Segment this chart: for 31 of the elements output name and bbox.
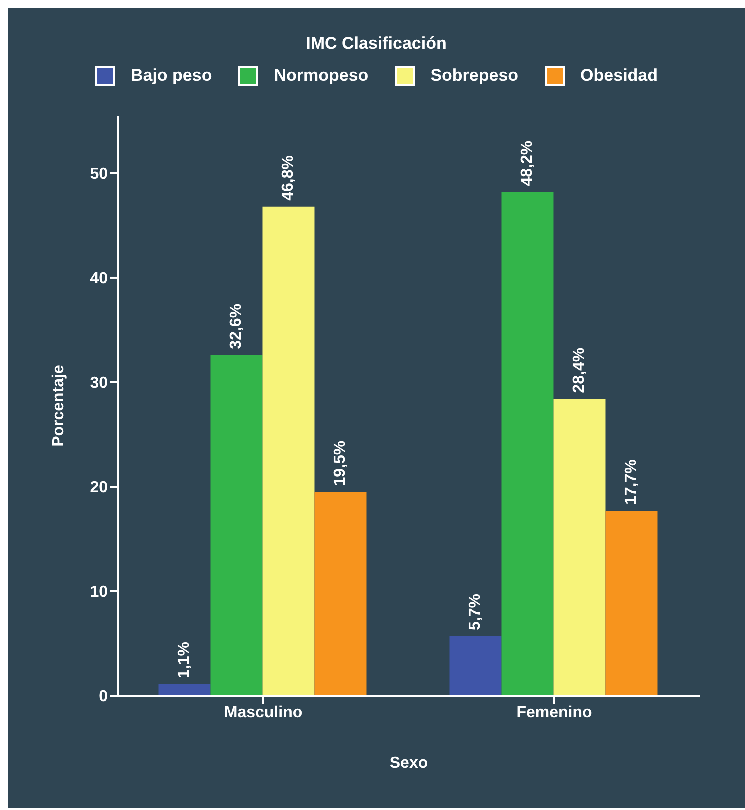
y-axis-title: Porcentaje bbox=[50, 364, 68, 447]
data-label: 1,1% bbox=[176, 642, 194, 679]
bar bbox=[210, 355, 263, 696]
data-label: 32,6% bbox=[228, 304, 246, 350]
data-label: 28,4% bbox=[571, 348, 588, 394]
data-label: 17,7% bbox=[623, 460, 640, 506]
bar bbox=[554, 399, 606, 696]
legend-title: IMC Clasificación bbox=[305, 34, 448, 54]
y-tick-label: 0 bbox=[99, 688, 108, 706]
legend-label: Obesidad bbox=[580, 66, 658, 86]
legend-label: Sobrepeso bbox=[430, 66, 519, 86]
bar bbox=[262, 206, 315, 696]
bar bbox=[502, 192, 554, 696]
bar bbox=[314, 492, 367, 696]
legend-label: Bajo peso bbox=[130, 66, 212, 86]
y-tick-label: 40 bbox=[90, 270, 108, 288]
x-tick-label: Femenino bbox=[516, 704, 593, 722]
x-tick-label: Masculino bbox=[224, 704, 303, 722]
bar bbox=[450, 636, 502, 696]
y-tick-label: 30 bbox=[90, 375, 108, 392]
y-tick-label: 20 bbox=[90, 480, 108, 497]
data-label: 5,7% bbox=[467, 594, 484, 630]
data-label: 46,8% bbox=[280, 156, 298, 201]
data-label: 19,5% bbox=[332, 440, 350, 486]
data-label: 48,2% bbox=[519, 140, 536, 186]
y-tick-label: 10 bbox=[90, 584, 108, 602]
x-axis-title: Sexo bbox=[390, 755, 428, 772]
bar bbox=[606, 511, 658, 696]
y-tick-label: 50 bbox=[90, 166, 108, 184]
bar bbox=[158, 684, 211, 696]
legend-label: Normopeso bbox=[274, 66, 369, 86]
